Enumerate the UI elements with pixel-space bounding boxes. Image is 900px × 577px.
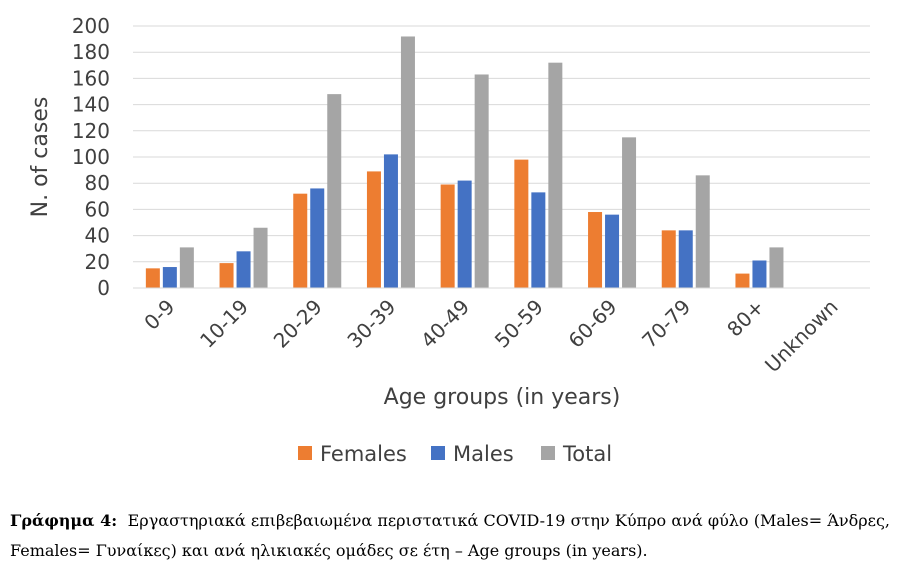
bar-total-70-79 bbox=[695, 175, 710, 288]
bar-males-20-29 bbox=[310, 188, 325, 288]
y-tick-label: 80 bbox=[85, 171, 110, 195]
x-axis-title: Age groups (in years) bbox=[384, 385, 621, 410]
x-tick-label: 30-39 bbox=[342, 295, 400, 353]
y-tick-label: 120 bbox=[72, 119, 110, 143]
bar-total-0-9 bbox=[179, 247, 194, 288]
bar-males-10-19 bbox=[236, 251, 251, 288]
x-tick-label: 60-69 bbox=[564, 295, 622, 353]
bar-total-50-59 bbox=[548, 62, 563, 289]
figure-caption: Γράφημα 4: Εργαστηριακά επιβεβαιωμένα πε… bbox=[10, 506, 890, 566]
x-tick-label: 40-49 bbox=[416, 295, 474, 353]
bar-total-20-29 bbox=[327, 94, 342, 289]
bar-males-30-39 bbox=[383, 154, 398, 288]
y-tick-label: 200 bbox=[72, 14, 110, 38]
legend-swatch-total bbox=[541, 446, 555, 460]
bar-females-60-69 bbox=[588, 212, 603, 288]
bars bbox=[145, 36, 784, 289]
bar-females-40-49 bbox=[440, 184, 455, 288]
y-axis-title: N. of cases bbox=[28, 97, 53, 218]
caption-text: Εργαστηριακά επιβεβαιωμένα περιστατικά C… bbox=[10, 511, 891, 560]
bar-total-30-39 bbox=[400, 36, 415, 289]
bar-males-50-59 bbox=[531, 192, 546, 288]
y-tick-label: 180 bbox=[72, 40, 110, 64]
bar-females-10-19 bbox=[219, 263, 234, 288]
bar-males-80+ bbox=[752, 260, 767, 288]
bar-total-60-69 bbox=[622, 137, 637, 288]
caption-label: Γράφημα 4: bbox=[10, 511, 118, 530]
legend-label-females: Females bbox=[320, 442, 407, 466]
legend-label-total: Total bbox=[562, 442, 612, 466]
bar-females-20-29 bbox=[293, 193, 308, 288]
y-tick-label: 160 bbox=[72, 66, 110, 90]
bar-females-70-79 bbox=[661, 230, 676, 288]
y-tick-label: 60 bbox=[85, 197, 110, 221]
bar-females-30-39 bbox=[366, 171, 381, 288]
bar-total-10-19 bbox=[253, 227, 268, 288]
bar-males-40-49 bbox=[457, 180, 472, 288]
x-tick-label: 50-59 bbox=[490, 295, 548, 353]
bar-males-60-69 bbox=[605, 214, 620, 288]
x-tick-label: 20-29 bbox=[269, 295, 327, 353]
bar-females-80+ bbox=[735, 273, 750, 288]
y-tick-label: 0 bbox=[97, 276, 110, 300]
x-axis-ticks: 0-9 10-19 20-29 30-39 40-49 50-59 60-69 70-79 80… bbox=[139, 295, 842, 378]
x-tick-label: 70-79 bbox=[637, 295, 695, 353]
y-tick-label: 20 bbox=[85, 250, 110, 274]
legend-swatch-males bbox=[431, 446, 445, 460]
x-tick-label: Unknown bbox=[760, 295, 843, 378]
y-tick-label: 140 bbox=[72, 93, 110, 117]
x-tick-label: 0-9 bbox=[139, 295, 179, 335]
bar-males-0-9 bbox=[162, 267, 177, 288]
bar-females-0-9 bbox=[145, 268, 160, 288]
y-tick-label: 100 bbox=[72, 145, 110, 169]
bar-males-70-79 bbox=[678, 230, 693, 288]
legend-swatch-females bbox=[298, 446, 312, 460]
bar-total-40-49 bbox=[474, 74, 489, 288]
y-tick-label: 40 bbox=[85, 224, 110, 248]
x-tick-label: 80+ bbox=[722, 295, 769, 342]
bar-total-80+ bbox=[769, 247, 784, 288]
bar-females-50-59 bbox=[514, 159, 529, 288]
x-tick-label: 10-19 bbox=[195, 295, 253, 353]
legend-label-males: Males bbox=[453, 442, 514, 466]
gridlines bbox=[133, 25, 870, 263]
legend: Females Males Total bbox=[298, 442, 612, 466]
